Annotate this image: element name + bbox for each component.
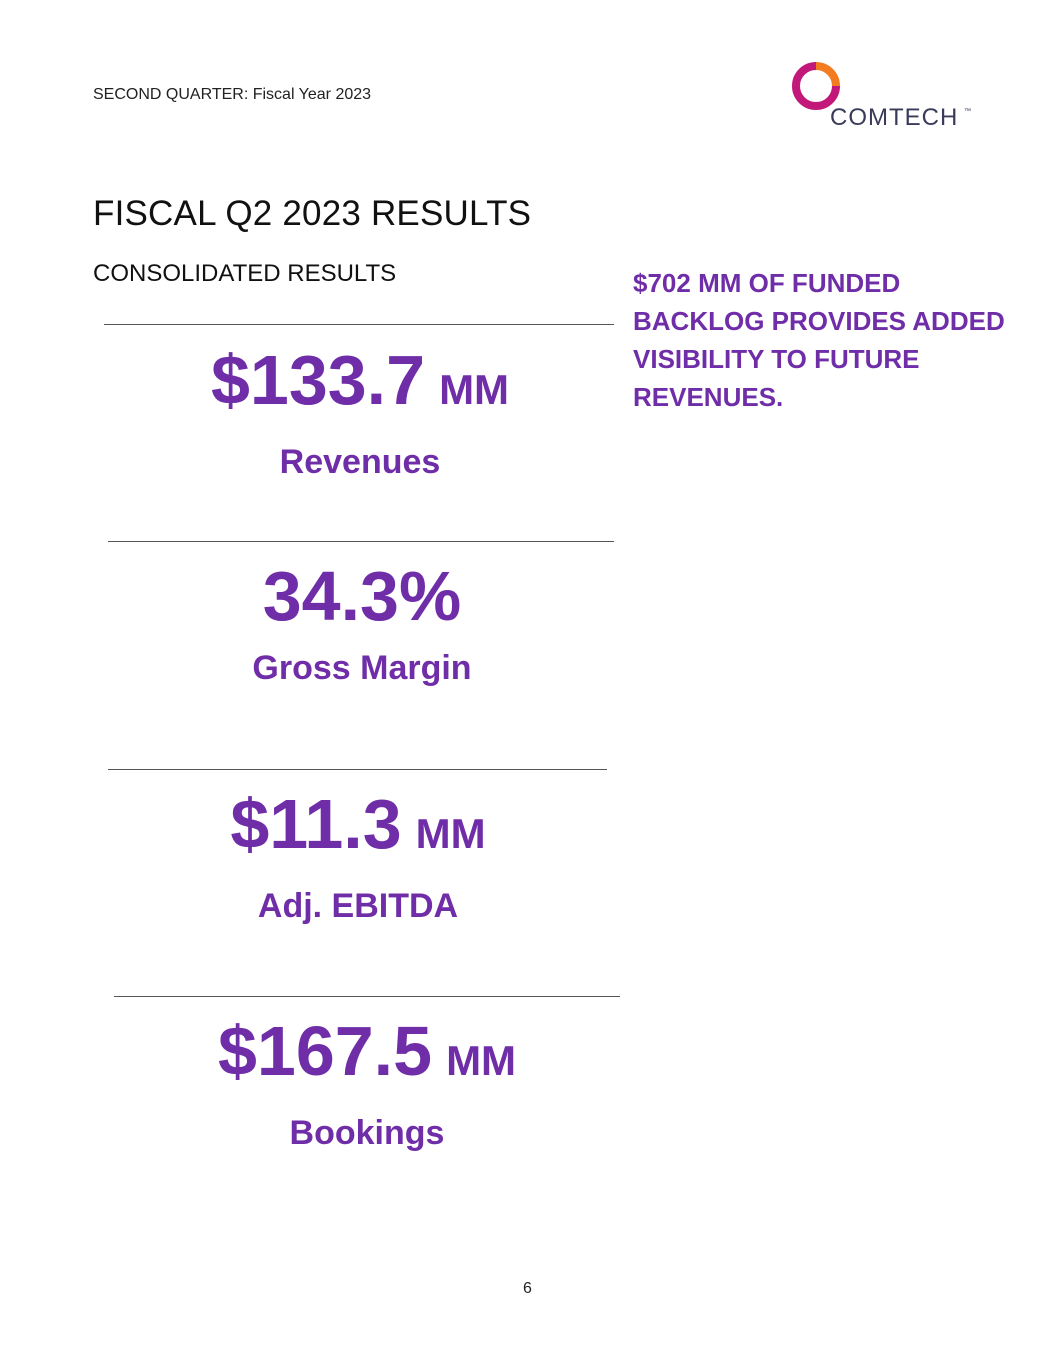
metric-unit: MM (446, 1037, 517, 1084)
metric-label: Adj. EBITDA (257, 887, 459, 925)
metric-label: Revenues (279, 443, 441, 481)
logo-wordmark: COMTECH (830, 104, 959, 131)
divider (108, 541, 614, 542)
divider (114, 996, 620, 997)
metric-label: Bookings (289, 1114, 445, 1152)
metric-adj-ebitda: $11.3 MM Adj. EBITDA (98, 784, 618, 928)
comtech-logo: COMTECH ™ (786, 62, 976, 134)
divider (104, 324, 614, 325)
metric-value: $167.5 MM (217, 1012, 517, 1090)
metric-unit: MM (439, 366, 510, 413)
page-title: FISCAL Q2 2023 RESULTS (93, 194, 532, 233)
report-header: SECOND QUARTER: Fiscal Year 2023 (93, 86, 372, 103)
logo-trademark: ™ (964, 108, 971, 115)
metric-label: Gross Margin (252, 649, 472, 687)
metric-value: $11.3 MM (230, 785, 486, 863)
metric-unit: MM (415, 810, 486, 857)
section-title: CONSOLIDATED RESULTS (93, 260, 397, 287)
metric-revenues: $133.7 MM Revenues (100, 340, 620, 484)
metric-gross-margin: 34.3% Gross Margin (102, 556, 622, 690)
divider (108, 769, 607, 770)
page-number: 6 (523, 1280, 532, 1297)
metric-value: 34.3% (262, 557, 462, 635)
metric-bookings: $167.5 MM Bookings (107, 1011, 627, 1155)
metric-value: $133.7 MM (210, 341, 510, 419)
comtech-ring-icon (792, 62, 840, 110)
backlog-callout: $702 MM OF FUNDED BACKLOG PROVIDES ADDED… (633, 268, 1005, 412)
